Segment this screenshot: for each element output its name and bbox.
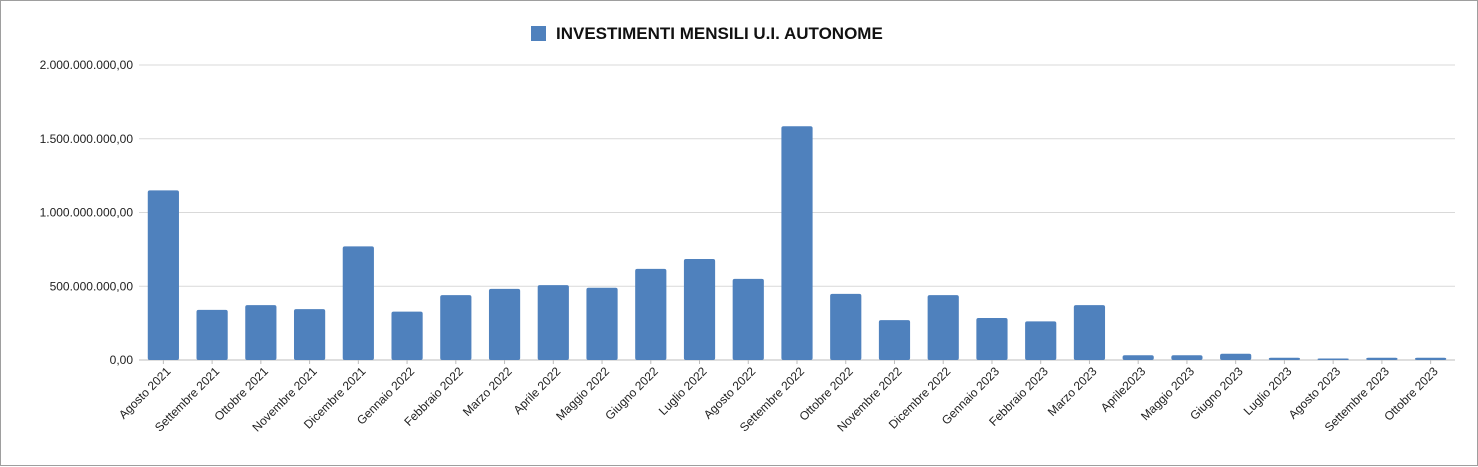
- x-tick-label: Giugno 2022: [602, 364, 661, 423]
- x-tick-label: Aprile2023: [1098, 364, 1149, 415]
- bar: [927, 295, 959, 360]
- bar: [440, 295, 472, 360]
- bar: [537, 285, 569, 360]
- x-tick-label: Marzo 2023: [1045, 364, 1100, 419]
- y-tick-label: 500.000.000,00: [50, 279, 134, 293]
- bar: [342, 246, 374, 360]
- y-tick-label: 2.000.000.000,00: [40, 58, 134, 72]
- bar: [781, 126, 813, 361]
- bar: [391, 311, 423, 360]
- y-tick-label: 0,00: [110, 353, 134, 367]
- bar: [586, 287, 618, 360]
- bar: [878, 320, 911, 360]
- x-tick-label: Giugno 2023: [1187, 364, 1246, 423]
- y-tick-label: 1.000.000.000,00: [40, 206, 134, 220]
- bar: [976, 317, 1008, 360]
- bar: [196, 309, 228, 360]
- bar: [147, 190, 179, 360]
- bar: [1025, 321, 1057, 360]
- legend: INVESTIMENTI MENSILI U.I. AUTONOME: [531, 24, 883, 43]
- x-tick-label: Marzo 2022: [460, 364, 515, 419]
- x-tick-label: Aprile 2022: [511, 364, 564, 417]
- bars: [147, 126, 1447, 361]
- bar: [488, 288, 521, 360]
- y-tick-label: 1.500.000.000,00: [40, 132, 134, 146]
- bar: [1317, 358, 1349, 360]
- bar: [1366, 357, 1398, 360]
- bar: [1171, 355, 1203, 360]
- bar: [1122, 355, 1154, 360]
- y-axis-ticks: 0,00 500.000.000,00 1.000.000.000,00 1.500.…: [40, 58, 134, 367]
- bar: [1073, 305, 1106, 360]
- bar: [245, 305, 277, 360]
- legend-swatch: [531, 26, 546, 41]
- bar: [1268, 357, 1301, 360]
- bar: [830, 293, 862, 360]
- bar: [293, 309, 326, 360]
- legend-label: INVESTIMENTI MENSILI U.I. AUTONOME: [556, 24, 883, 43]
- bar: [683, 258, 716, 360]
- bar: [1220, 353, 1252, 360]
- bar: [732, 278, 764, 360]
- bar: [1415, 357, 1447, 360]
- bar: [635, 268, 667, 360]
